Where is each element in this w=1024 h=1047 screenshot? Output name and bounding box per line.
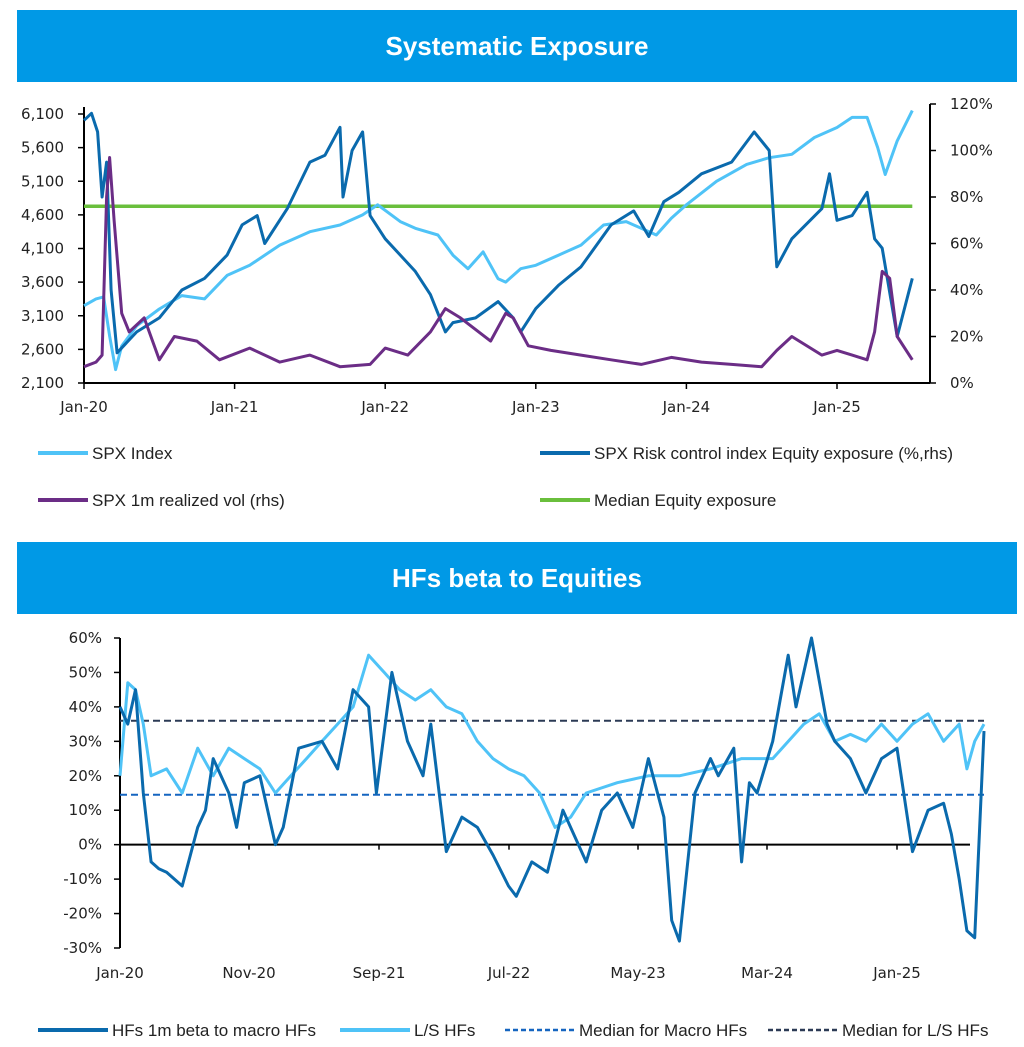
x-tick-label: Jan-20 bbox=[59, 398, 108, 416]
y-tick-label: 20% bbox=[69, 767, 102, 785]
left-y-tick-label: 3,600 bbox=[21, 273, 64, 291]
y-tick-label: 10% bbox=[69, 801, 102, 819]
systematic-exposure-chart: 6,100 5,600 5,100 4,600 4,100 3,600 3,100 2,600… bbox=[21, 95, 993, 510]
legend-label-median_ls: Median for L/S HFs bbox=[842, 1021, 988, 1040]
y-tick-label: -30% bbox=[63, 939, 102, 957]
y-tick-label: 60% bbox=[69, 629, 102, 647]
x-tick-label: Jan-20 bbox=[95, 964, 144, 982]
y-tick-label: 30% bbox=[69, 732, 102, 750]
left-y-tick-label: 3,100 bbox=[21, 307, 64, 325]
legend-label-median_exposure: Median Equity exposure bbox=[594, 491, 776, 510]
risk-control-exposure-line bbox=[82, 111, 914, 355]
right-y-tick-label: 120% bbox=[950, 95, 993, 113]
y-tick-label: 50% bbox=[69, 663, 102, 681]
left-y-tick-label: 2,600 bbox=[21, 340, 64, 358]
x-tick-label: Jan-23 bbox=[511, 398, 560, 416]
legend-label-ls_hfs: L/S HFs bbox=[414, 1021, 475, 1040]
macro-hfs-beta-line bbox=[118, 636, 986, 943]
ls-hfs-line bbox=[118, 653, 986, 829]
x-tick-label: Jan-24 bbox=[662, 398, 711, 416]
left-y-tick-label: 2,100 bbox=[21, 374, 64, 392]
x-tick-label: Jul-22 bbox=[487, 964, 531, 982]
y-tick-label: -20% bbox=[63, 905, 102, 923]
x-tick-label: Jan-25 bbox=[872, 964, 921, 982]
spx-index-line bbox=[83, 109, 914, 372]
x-tick-label: Jan-22 bbox=[360, 398, 409, 416]
legend-label-risk_control: SPX Risk control index Equity exposure (… bbox=[594, 444, 953, 463]
right-y-tick-label: 20% bbox=[950, 328, 983, 346]
left-y-tick-label: 4,100 bbox=[21, 240, 64, 258]
legend-label-macro_hfs: HFs 1m beta to macro HFs bbox=[112, 1021, 316, 1040]
left-y-tick-label: 6,100 bbox=[21, 105, 64, 123]
x-tick-label: Jan-21 bbox=[210, 398, 259, 416]
legend-label-median_macro: Median for Macro HFs bbox=[579, 1021, 747, 1040]
right-y-tick-label: 0% bbox=[950, 374, 974, 392]
x-tick-label: Jan-25 bbox=[812, 398, 861, 416]
x-tick-label: Mar-24 bbox=[741, 964, 793, 982]
left-y-tick-label: 5,100 bbox=[21, 172, 64, 190]
y-tick-label: 40% bbox=[69, 698, 102, 716]
right-y-tick-label: 40% bbox=[950, 281, 983, 299]
right-y-tick-label: 60% bbox=[950, 235, 983, 253]
legend-label-realized_vol: SPX 1m realized vol (rhs) bbox=[92, 491, 285, 510]
chart1-title: Systematic Exposure bbox=[385, 30, 649, 61]
x-tick-label: Nov-20 bbox=[222, 964, 275, 982]
x-tick-label: May-23 bbox=[610, 964, 665, 982]
left-y-tick-label: 4,600 bbox=[21, 206, 64, 224]
right-y-tick-label: 100% bbox=[950, 142, 993, 160]
chart2-title-banner: HFs beta to Equities bbox=[17, 542, 1017, 614]
chart2-title: HFs beta to Equities bbox=[392, 562, 642, 593]
realized-vol-line bbox=[83, 156, 914, 369]
chart1-title-banner: Systematic Exposure bbox=[17, 10, 1017, 82]
right-y-tick-label: 80% bbox=[950, 188, 983, 206]
legend-label-spx_index: SPX Index bbox=[92, 444, 173, 463]
left-y-tick-label: 5,600 bbox=[21, 139, 64, 157]
y-tick-label: 0% bbox=[78, 836, 102, 854]
y-tick-label: -10% bbox=[63, 870, 102, 888]
x-tick-label: Sep-21 bbox=[353, 964, 406, 982]
